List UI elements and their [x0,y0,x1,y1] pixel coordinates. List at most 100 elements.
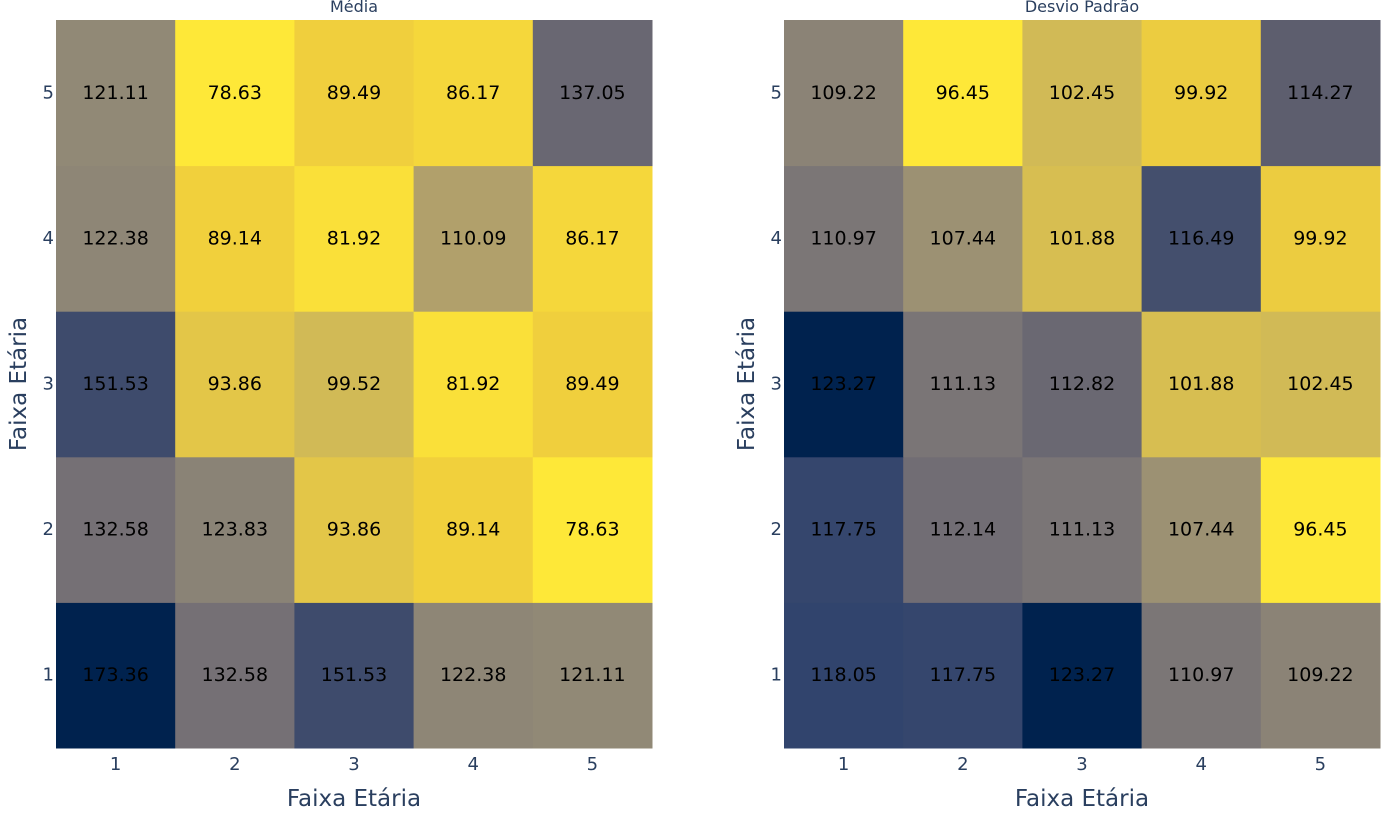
cell-value-label: 132.58 [82,519,148,541]
heatmap-cell [1141,165,1262,312]
heatmap-cell [175,165,295,312]
heatmap-cell [1260,165,1381,312]
cell-value-label: 86.17 [446,82,500,104]
cell-value-label: 78.63 [208,82,262,104]
cell-value-label: 111.13 [930,373,996,395]
cell-value-label: 110.97 [1168,664,1234,686]
x-tick-label: 4 [467,754,478,775]
cell-value-label: 81.92 [446,373,500,395]
heatmap-cell [903,456,1023,603]
cell-value-label: 81.92 [327,227,381,249]
y-tick-label: 2 [43,519,54,540]
x-tick-label: 2 [957,754,968,775]
cell-value-label: 121.11 [82,82,148,104]
y-tick-label: 5 [43,82,54,103]
cell-value-label: 96.45 [936,82,990,104]
cell-value-label: 89.14 [446,519,500,541]
x-tick-label: 1 [110,754,121,775]
heatmap-cell [532,311,653,458]
heatmap-cell [903,311,1023,458]
cell-value-label: 121.11 [559,664,625,686]
x-tick-label: 2 [229,754,240,775]
y-tick-label: 1 [43,665,54,686]
cell-value-label: 112.82 [1049,373,1115,395]
cell-value-label: 114.27 [1287,82,1353,104]
cell-value-label: 89.14 [208,227,262,249]
y-tick-label: 3 [771,374,782,395]
cell-value-label: 116.49 [1168,227,1234,249]
heatmap-cell [1022,311,1143,458]
cell-value-label: 101.88 [1049,227,1115,249]
heatmap-cell [784,165,904,312]
heatmap-cell [784,456,904,603]
heatmap-cell [413,165,534,312]
heatmap-cell [784,20,904,167]
cell-value-label: 109.22 [810,82,876,104]
heatmap-cell [1022,165,1143,312]
subplot-title: Média [330,0,378,16]
cell-value-label: 173.36 [82,664,148,686]
cell-value-label: 109.22 [1287,664,1353,686]
cell-value-label: 110.09 [440,227,506,249]
cell-value-label: 99.92 [1293,227,1347,249]
heatmap-cell [1141,311,1262,458]
y-tick-label: 1 [771,665,782,686]
cell-value-label: 117.75 [930,664,996,686]
x-axis-title: Faixa Etária [287,786,421,812]
cell-value-label: 123.27 [1049,664,1115,686]
heatmap-cell [903,602,1023,749]
heatmap-cell [413,311,534,458]
cell-value-label: 89.49 [565,373,619,395]
cell-value-label: 132.58 [202,664,268,686]
cell-value-label: 151.53 [82,373,148,395]
heatmap-cell [175,311,295,458]
heatmap-cell [294,165,415,312]
cell-value-label: 122.38 [82,227,148,249]
cell-value-label: 78.63 [565,519,619,541]
heatmap-cell [413,456,534,603]
heatmap-cell [56,602,176,749]
heatmap-cell [294,20,415,167]
heatmap-cell [784,311,904,458]
cell-value-label: 107.44 [930,227,996,249]
heatmap-cell [294,602,415,749]
heatmap-cell [1260,456,1381,603]
subplot-title: Desvio Padrão [1025,0,1139,16]
y-tick-label: 2 [771,519,782,540]
cell-value-label: 99.52 [327,373,381,395]
heatmap-cell [1141,602,1262,749]
cell-value-label: 93.86 [327,519,381,541]
cell-value-label: 112.14 [930,519,996,541]
heatmap-cell [532,20,653,167]
heatmap-cell [1260,602,1381,749]
cell-value-label: 123.27 [810,373,876,395]
heatmap-cell [56,165,176,312]
heatmap-cell [532,602,653,749]
cell-value-label: 137.05 [559,82,625,104]
heatmap-cell [1260,311,1381,458]
heatmap-cell [294,311,415,458]
heatmap-cell [1260,20,1381,167]
heatmap-cell [56,311,176,458]
y-tick-label: 4 [43,228,54,249]
cell-value-label: 89.49 [327,82,381,104]
cell-value-label: 118.05 [810,664,876,686]
x-tick-label: 5 [587,754,598,775]
heatmap-cell [903,20,1023,167]
y-tick-label: 3 [43,374,54,395]
heatmap-cell [1141,456,1262,603]
heatmap-cell [532,456,653,603]
cell-value-label: 111.13 [1049,519,1115,541]
cell-value-label: 93.86 [208,373,262,395]
cell-value-label: 102.45 [1049,82,1115,104]
heatmap-cell [1141,20,1262,167]
heatmap-cell [1022,20,1143,167]
cell-value-label: 117.75 [810,519,876,541]
x-tick-label: 5 [1315,754,1326,775]
heatmap-cell [175,456,295,603]
heatmap-cell [294,456,415,603]
cell-value-label: 96.45 [1293,519,1347,541]
heatmap-cell [56,20,176,167]
y-tick-label: 5 [771,82,782,103]
